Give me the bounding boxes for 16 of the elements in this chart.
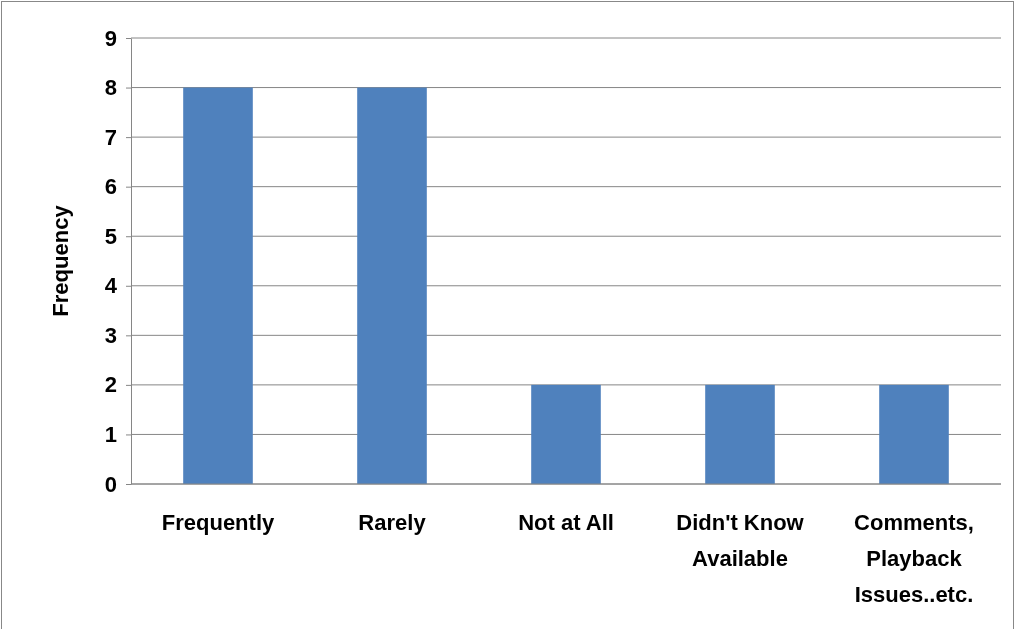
x-tick-label: Didn't Know Available	[676, 510, 805, 571]
x-tick-label: Frequently	[161, 510, 275, 535]
y-tick-label: 8	[104, 75, 117, 101]
x-tick-label: Comments, Playback Issues..etc.	[854, 510, 974, 607]
y-tick-label: 6	[104, 174, 117, 200]
y-tick-label: 0	[104, 471, 117, 497]
y-tick-label: 4	[104, 273, 118, 299]
y-tick-label: 1	[104, 421, 117, 447]
y-tick-label: 7	[104, 124, 117, 150]
y-tick-label: 3	[104, 322, 117, 348]
x-tick-label: Not at All	[518, 510, 614, 535]
x-tick-label: Rarely	[358, 510, 427, 535]
y-axis-title: Frequency	[48, 204, 73, 317]
y-tick-label: 9	[104, 25, 117, 51]
y-tick-label: 2	[104, 372, 117, 398]
y-tick-label: 5	[104, 223, 117, 249]
